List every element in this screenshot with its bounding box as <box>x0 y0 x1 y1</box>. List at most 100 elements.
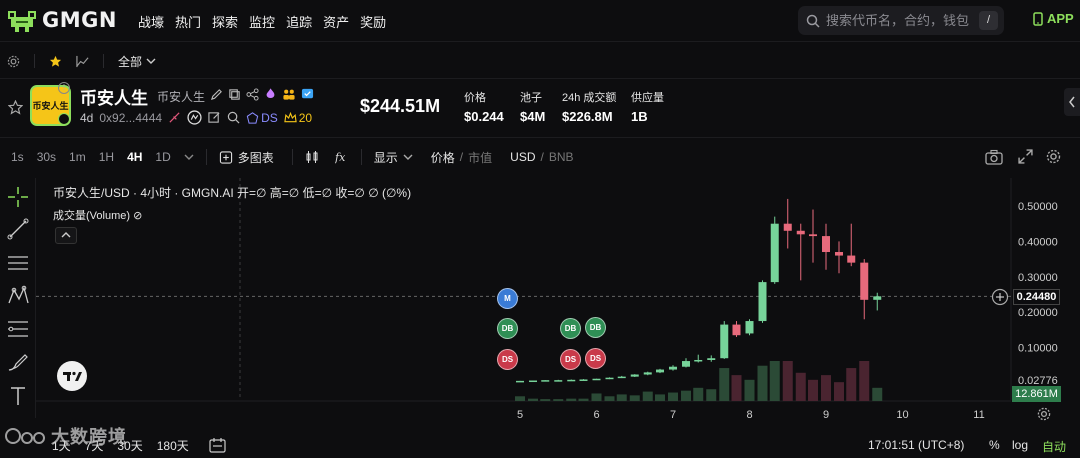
nav-item-trenches[interactable]: 战壕 <box>138 15 165 30</box>
range-30d[interactable]: 30天 <box>117 438 143 453</box>
usd-label: USD <box>510 150 536 164</box>
share-icon[interactable] <box>246 87 259 101</box>
dexscreener-badge[interactable]: DS <box>246 111 278 125</box>
range-7d[interactable]: 7天 <box>84 438 104 453</box>
axis-settings-gear-icon[interactable] <box>1037 407 1051 421</box>
feather-link-icon[interactable] <box>168 111 181 124</box>
timeframe-1d[interactable]: 1D <box>155 150 171 164</box>
event-marker-dev-buy[interactable]: DB <box>497 318 518 339</box>
volume-bar <box>528 398 539 401</box>
token-age: 4d <box>80 110 94 125</box>
candle-body <box>808 234 817 237</box>
dexscreener-icon <box>246 111 259 124</box>
frog-logo-icon <box>8 11 36 32</box>
candle-body <box>605 377 614 380</box>
text-tool[interactable] <box>6 384 30 408</box>
bnb-label: BNB <box>548 150 574 164</box>
multi-chart-button[interactable]: 多图表 <box>219 149 274 166</box>
brush-tool[interactable] <box>6 350 30 374</box>
percent-scale-toggle[interactable]: % <box>989 438 1000 452</box>
chevron-down-icon[interactable] <box>184 154 194 161</box>
fib-tool[interactable] <box>6 317 30 341</box>
auto-scale-toggle[interactable]: 自动 <box>1042 440 1067 454</box>
brand-logo[interactable]: GMGN <box>6 7 117 33</box>
star-outline-icon[interactable] <box>8 100 23 115</box>
volume-bar <box>642 391 653 401</box>
pattern-tool[interactable] <box>6 284 30 308</box>
edit-pencil-icon[interactable] <box>210 88 223 101</box>
nav-item-track[interactable]: 追踪 <box>286 15 313 30</box>
timeframe-4h[interactable]: 4H <box>127 150 143 164</box>
app-download-button[interactable]: APP <box>1033 11 1074 26</box>
volume-bar <box>566 398 577 401</box>
settings-gear-icon[interactable] <box>7 55 20 68</box>
event-marker-dev-buy[interactable]: DB <box>560 318 581 339</box>
range-1d[interactable]: 1天 <box>52 438 71 453</box>
crosshair-tool[interactable] <box>6 185 30 209</box>
twitter-edit-icon[interactable] <box>208 111 221 124</box>
tradingview-logo-icon[interactable] <box>56 360 88 392</box>
candle-body <box>758 282 767 322</box>
x-tick-label: 9 <box>823 409 829 421</box>
svg-text:fx: fx <box>335 151 346 164</box>
y-tick-label: 0.50000 <box>1018 201 1058 213</box>
screenshot-camera-icon[interactable] <box>985 149 1003 165</box>
log-scale-toggle[interactable]: log <box>1012 438 1029 452</box>
clock-time[interactable]: 17:01:51 (UTC+8) <box>868 438 965 452</box>
stat-value: $226.8M <box>562 109 613 124</box>
chart-settings-gear-icon[interactable] <box>1046 149 1061 164</box>
candle-type-icon[interactable] <box>305 150 319 164</box>
expand-panel-button[interactable] <box>1064 88 1080 116</box>
display-dropdown[interactable]: 显示 <box>374 149 413 166</box>
y-tick-label: 0.40000 <box>1018 236 1058 248</box>
watchlist-filter-dropdown[interactable]: 全部 <box>118 53 156 70</box>
event-marker-dev-buy[interactable]: DB <box>585 317 606 338</box>
copy-icon[interactable] <box>228 88 241 101</box>
timeframe-30s[interactable]: 30s <box>36 150 57 164</box>
event-marker-dev-sell[interactable]: DS <box>585 348 606 369</box>
trend-chart-icon[interactable] <box>76 55 89 68</box>
event-marker-migrate[interactable]: M <box>497 288 518 309</box>
trendline-tool[interactable] <box>6 217 30 241</box>
fullscreen-icon[interactable] <box>1018 149 1033 164</box>
price-mcap-toggle[interactable]: 价格 / 市值 <box>430 150 493 165</box>
nav-item-rewards[interactable]: 奖励 <box>360 15 387 30</box>
divider <box>34 54 35 68</box>
add-alert-plus-icon[interactable] <box>991 288 1009 306</box>
volume-bar <box>821 375 831 401</box>
search-input[interactable] <box>826 13 976 28</box>
price-chart[interactable]: 0.50000 0.40000 0.30000 0.20000 0.10000 0.027… <box>36 178 1080 426</box>
mcap-label: 市值 <box>468 150 493 165</box>
event-marker-dev-sell[interactable]: DS <box>560 349 581 370</box>
search-token-icon[interactable] <box>227 111 240 124</box>
collapse-legend-button[interactable] <box>55 227 77 244</box>
event-marker-dev-sell[interactable]: DS <box>497 349 518 370</box>
nav-item-explore[interactable]: 探索 <box>212 15 239 30</box>
stat-label: 供应量 <box>631 92 664 104</box>
top-holders-badge[interactable]: 20 <box>284 111 312 125</box>
search-box[interactable]: / <box>798 6 1004 35</box>
info-icon[interactable]: ! <box>58 82 70 94</box>
indicators-fx-icon[interactable]: fx <box>335 150 349 164</box>
timeframe-1h[interactable]: 1H <box>98 150 115 164</box>
candle-body <box>847 255 856 263</box>
website-icon[interactable] <box>187 110 202 125</box>
horizontal-lines-tool[interactable] <box>6 251 30 275</box>
nav-item-assets[interactable]: 资产 <box>323 15 350 30</box>
candle-body <box>783 223 792 231</box>
nav-item-trending[interactable]: 热门 <box>175 15 202 30</box>
timeframe-1m[interactable]: 1m <box>69 150 86 164</box>
calendar-range-icon[interactable] <box>209 437 226 453</box>
favorite-star-icon[interactable] <box>49 55 62 68</box>
volume-bar <box>795 372 806 401</box>
token-header: 币安人生 ! 币安人生 币安人生 4d 0x92...4444 DS 20 $2… <box>0 78 1080 138</box>
volume-bar <box>807 379 818 401</box>
currency-toggle[interactable]: USD / BNB <box>510 150 574 164</box>
contract-address[interactable]: 0x92...4444 <box>99 110 163 125</box>
timeframe-1s[interactable]: 1s <box>11 150 24 164</box>
candle-body <box>630 374 639 377</box>
volume-bar <box>706 389 717 401</box>
nav-item-monitor[interactable]: 监控 <box>249 15 276 30</box>
range-180d[interactable]: 180天 <box>156 438 189 453</box>
candle-body <box>541 380 550 382</box>
